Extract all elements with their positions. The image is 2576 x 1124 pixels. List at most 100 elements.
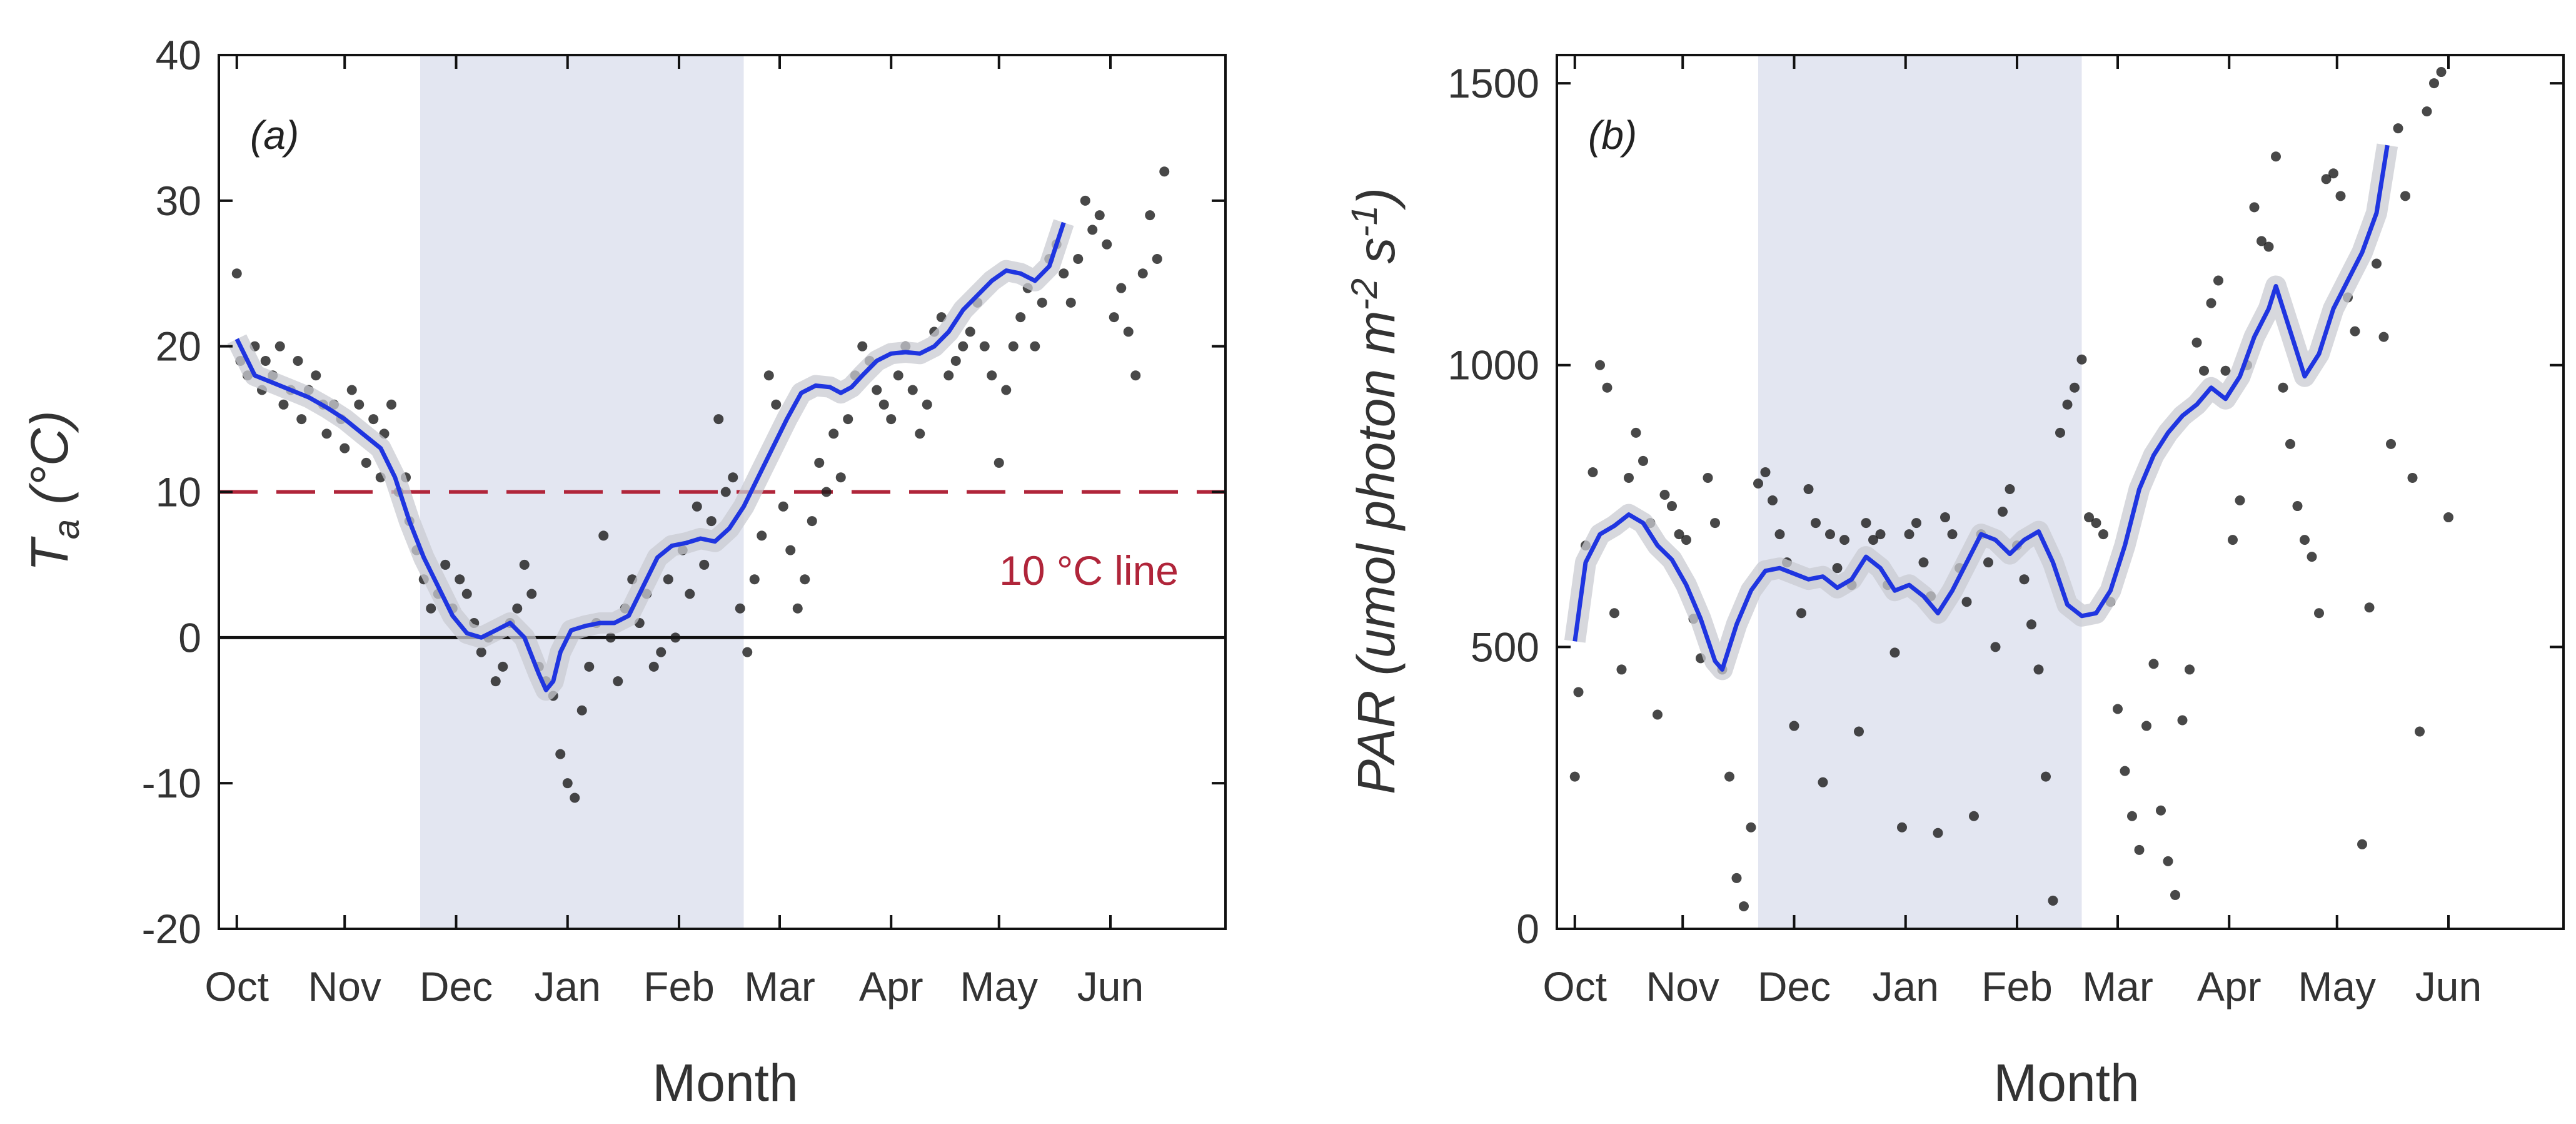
panel-a-data-point [278,399,289,410]
panel-a-y-axis-title: Ta (°C) [20,410,87,571]
panel-b-data-point [1746,822,1756,833]
panel-a-data-point [778,501,788,512]
panel-a-y-axis-title-subscript: a [46,519,87,539]
panel-b-data-point [2163,856,2173,866]
panel-a-data-point [512,603,523,614]
panel-b-data-point [1609,608,1619,619]
panel-b-data-point [1789,721,1799,731]
panel-b-data-point [2263,241,2274,252]
panel-b-data-point [2070,382,2080,393]
panel-b-data-point [1918,557,1929,568]
panel-b-data-point [2292,501,2303,512]
panel-a-data-point [1123,327,1134,337]
panel-a-data-point [958,341,969,352]
panel-a-data-point [749,574,760,585]
panel-a-data-point [1159,166,1170,177]
panel-b-data-point [1724,771,1734,782]
panel-a-data-point [476,647,486,657]
panel-b-data-point [1768,495,1778,506]
panel-a-x-tick-label: Mar [744,963,815,1010]
panel-b-data-point [2005,484,2015,494]
panel-b-y-tick-label: 1500 [1447,60,1539,106]
panel-b-panel-label: (b) [1588,113,1637,158]
panel-a-y-tick-label: 0 [178,614,201,661]
panel-b-data-point [2300,535,2310,545]
panel-a-data-point [943,370,954,381]
panel-a-data-point [886,414,897,425]
panel-a-data-point [763,370,774,381]
panel-a-data-point [519,559,530,570]
panel-b-data-point [2076,354,2087,365]
panel-b-data-point [1940,512,1950,523]
panel-b-y-axis-title: PAR (umol photon m-2 s-1) [1344,188,1406,794]
panel-a-data-point [570,792,580,803]
panel-b-data-point [2084,512,2094,523]
panel-a-data-point [562,778,573,789]
panel-b-data-point [1569,771,1580,782]
panel-a-data-point [461,589,472,599]
panel-b-data-point [1659,490,1670,500]
panel-b-x-tick-label: Jan [1873,963,1939,1010]
panel-a-data-point [821,487,832,497]
panel-b-data-point [2400,191,2410,201]
panel-b-data-point [1703,472,1713,483]
panel-a-data-point [231,268,242,279]
panel-b-y-axis-title-sup2: -1 [1344,205,1385,238]
panel-a-data-point [346,385,357,395]
panel-a-data-point [1073,253,1084,264]
panel-b-data-point [2091,518,2101,529]
panel-a-data-point [354,399,365,410]
panel-a-data-point [757,530,767,541]
panel-a-data-point [1037,297,1047,308]
panel-b-data-point [2407,472,2418,483]
panel-b-data-point [2321,174,2332,185]
panel-b-data-point [2170,889,2180,900]
panel-b-data-point [2120,766,2130,776]
panel-b-data-point [1911,518,1921,529]
panel-a-data-point [915,428,925,439]
panel-b-observation-points [1569,67,2453,911]
panel-a-data-point [685,589,695,599]
panel-b-x-tick-label: Feb [1981,963,2053,1010]
panel-b-data-point [1667,501,1677,512]
panel-b-data-point [2393,123,2403,134]
panel-b-data-point [2415,726,2425,737]
panel-a-data-point [706,516,717,527]
panel-a-data-point [1080,195,1090,206]
panel-a-data-point [713,414,724,425]
panel-a-x-axis-title: Month [652,1053,798,1112]
panel-a-data-point [720,487,731,497]
panel-b-data-point [2257,236,2267,246]
panel-b-data-point [2378,332,2389,342]
panel-b-data-point [2271,151,2281,162]
panel-a-y-tick-label: -10 [142,760,201,806]
panel-a-y-axis-title-unit: (°C) [20,410,79,519]
panel-a-data-point [576,705,587,716]
panel-a-x-tick-label: Nov [308,963,381,1010]
panel-a-temperature: Ta (°C) Month 10 °C line -20 -10 0 10 20 30 40 O… [20,32,1227,1112]
panel-b-y-tick-label: 0 [1516,906,1539,952]
panel-a-trend-line [234,221,1066,692]
panel-b-data-point [1595,360,1605,370]
panel-b-data-point [2156,805,2166,816]
panel-b-x-tick-label: Mar [2082,963,2153,1010]
panel-a-data-point [1094,210,1105,221]
panel-a-data-point [843,414,853,425]
panel-a-data-point [857,341,868,352]
panel-b-data-point [2213,275,2223,286]
panel-b-x-axis-title: Month [1993,1053,2139,1112]
panel-b-data-point [1760,467,1771,477]
panel-a-data-point [1015,312,1026,323]
panel-a-x-tick-label: Feb [643,963,715,1010]
panel-a-data-point [987,370,997,381]
panel-a-data-point [893,370,903,381]
panel-a-data-point [828,428,839,439]
panel-a-data-point [835,472,846,483]
panel-a-data-point [296,414,307,425]
panel-b-data-point [2199,365,2209,376]
panel-a-data-point [692,501,702,512]
panel-a-data-point [950,355,961,366]
panel-b-data-point [1681,535,1691,545]
